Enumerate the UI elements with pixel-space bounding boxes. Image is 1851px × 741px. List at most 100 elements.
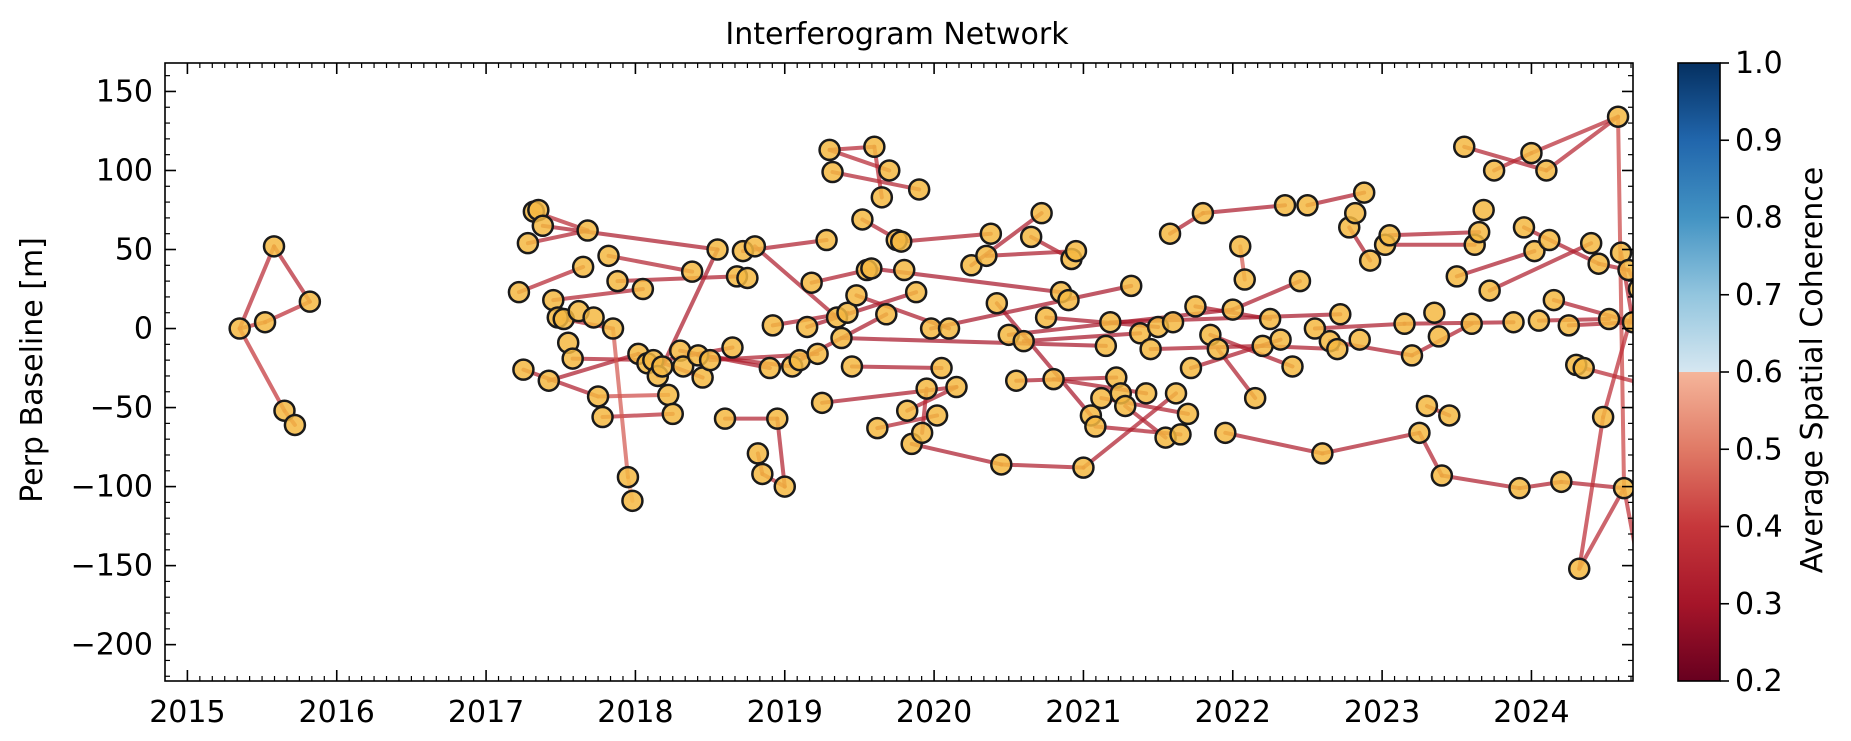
acquisition-point xyxy=(1538,228,1561,252)
acquisition-point xyxy=(761,314,785,337)
acquisition-point xyxy=(889,230,913,253)
colorbar-tick-label: 0.5 xyxy=(1735,432,1783,467)
acquisition-point xyxy=(866,416,889,440)
acquisition-point xyxy=(616,465,640,489)
acquisition-point xyxy=(1090,386,1113,410)
acquisition-point xyxy=(706,238,729,261)
acquisition-point xyxy=(1591,405,1615,429)
acquisition-point xyxy=(606,269,629,293)
acquisition-point xyxy=(1099,310,1122,334)
acquisition-point xyxy=(262,235,286,258)
acquisition-point xyxy=(1084,415,1107,438)
network-edge xyxy=(1616,114,1627,491)
acquisition-point xyxy=(1606,105,1630,128)
acquisition-point xyxy=(1273,194,1297,217)
acquisition-point xyxy=(1303,317,1327,340)
acquisition-point xyxy=(1288,269,1312,293)
acquisition-point xyxy=(830,326,853,350)
acquisition-point xyxy=(1393,312,1416,336)
x-tick-label: 2019 xyxy=(747,695,823,730)
acquisition-point xyxy=(875,303,898,326)
x-tick-label: 2021 xyxy=(1045,695,1121,730)
acquisition-point xyxy=(851,208,874,231)
acquisition-point xyxy=(1427,325,1451,348)
acquisition-point xyxy=(1042,367,1065,391)
network-edge xyxy=(516,264,586,295)
y-tick-label: 150 xyxy=(96,74,153,109)
acquisition-point xyxy=(925,404,949,427)
acquisition-point xyxy=(1472,198,1495,222)
acquisition-point xyxy=(1119,274,1143,298)
network-edge xyxy=(929,283,1134,331)
acquisition-point xyxy=(1502,310,1525,334)
acquisition-point xyxy=(516,231,540,255)
acquisition-point xyxy=(531,214,555,238)
acquisition-point xyxy=(1572,356,1595,380)
acquisition-point xyxy=(907,178,931,201)
acquisition-point xyxy=(1158,222,1182,245)
network-edge xyxy=(521,367,601,399)
network-edge xyxy=(899,231,993,244)
acquisition-point xyxy=(1311,442,1334,465)
network-edge xyxy=(655,247,720,378)
colorbar-tick-label: 0.4 xyxy=(1735,510,1783,545)
acquisition-point xyxy=(751,462,774,486)
acquisition-point xyxy=(1621,310,1633,334)
acquisition-point xyxy=(1641,622,1661,642)
network-edge xyxy=(1021,331,1143,344)
acquisition-point xyxy=(561,347,584,370)
colorbar-tick-label: 0.2 xyxy=(1735,664,1783,699)
acquisition-point xyxy=(746,442,770,465)
acquisition-point xyxy=(758,356,782,380)
acquisition-point xyxy=(1557,314,1581,337)
y-tick-label: −150 xyxy=(71,549,153,584)
acquisition-point xyxy=(1627,279,1633,299)
network-edge xyxy=(1312,321,1407,331)
network-edge xyxy=(994,301,1093,418)
acquisition-point xyxy=(1400,344,1424,367)
x-tick-label: 2020 xyxy=(896,695,972,730)
acquisition-point xyxy=(1004,369,1028,392)
acquisition-point xyxy=(298,290,322,313)
network-edge xyxy=(830,170,922,192)
acquisition-point xyxy=(930,356,953,380)
colorbar-gradient xyxy=(1677,62,1721,682)
acquisition-point xyxy=(1030,201,1053,225)
acquisition-point xyxy=(586,385,610,408)
network-edge xyxy=(1462,144,1549,173)
network-edge xyxy=(1223,430,1325,456)
network-edge xyxy=(1622,486,1633,548)
axes: 2015 2016 2017 2018 2019 2020 2021 2022 2023 2024… xyxy=(71,62,1634,730)
network-edge xyxy=(551,287,645,303)
acquisition-point xyxy=(1535,159,1558,182)
y-tick-label: 100 xyxy=(96,153,153,188)
acquisition-point xyxy=(1542,288,1566,312)
acquisition-point xyxy=(1296,194,1319,217)
acquisition-point xyxy=(1176,402,1200,426)
colorbar-tick-label: 0.3 xyxy=(1735,587,1783,622)
colorbar-tick-label: 1.0 xyxy=(1735,46,1783,81)
x-tick-label: 2017 xyxy=(448,695,524,730)
network-edge xyxy=(1577,486,1627,571)
acquisition-point xyxy=(1113,394,1137,418)
acquisition-point xyxy=(1139,337,1162,361)
acquisition-point xyxy=(795,315,819,339)
acquisition-point xyxy=(576,219,599,242)
network-edge xyxy=(540,223,720,252)
network-edge xyxy=(1320,430,1422,456)
colorbar-label: Average Spatial Coherence xyxy=(1795,167,1830,573)
acquisition-point xyxy=(1358,249,1382,272)
colorbar-tick-label: 0.6 xyxy=(1735,355,1783,390)
acquisition-point xyxy=(836,301,859,324)
acquisition-point xyxy=(743,235,767,258)
acquisition-point xyxy=(1467,220,1491,244)
acquisition-point xyxy=(1482,159,1506,182)
x-tick-label: 2016 xyxy=(299,695,375,730)
network-edge xyxy=(1148,343,1265,352)
network-edge xyxy=(615,274,739,284)
acquisition-point xyxy=(1430,464,1454,487)
y-axis-label: Perp Baseline [m] xyxy=(15,237,50,503)
acquisition-point xyxy=(253,310,277,334)
acquisition-point xyxy=(945,375,968,399)
acquisition-point xyxy=(1512,216,1536,239)
